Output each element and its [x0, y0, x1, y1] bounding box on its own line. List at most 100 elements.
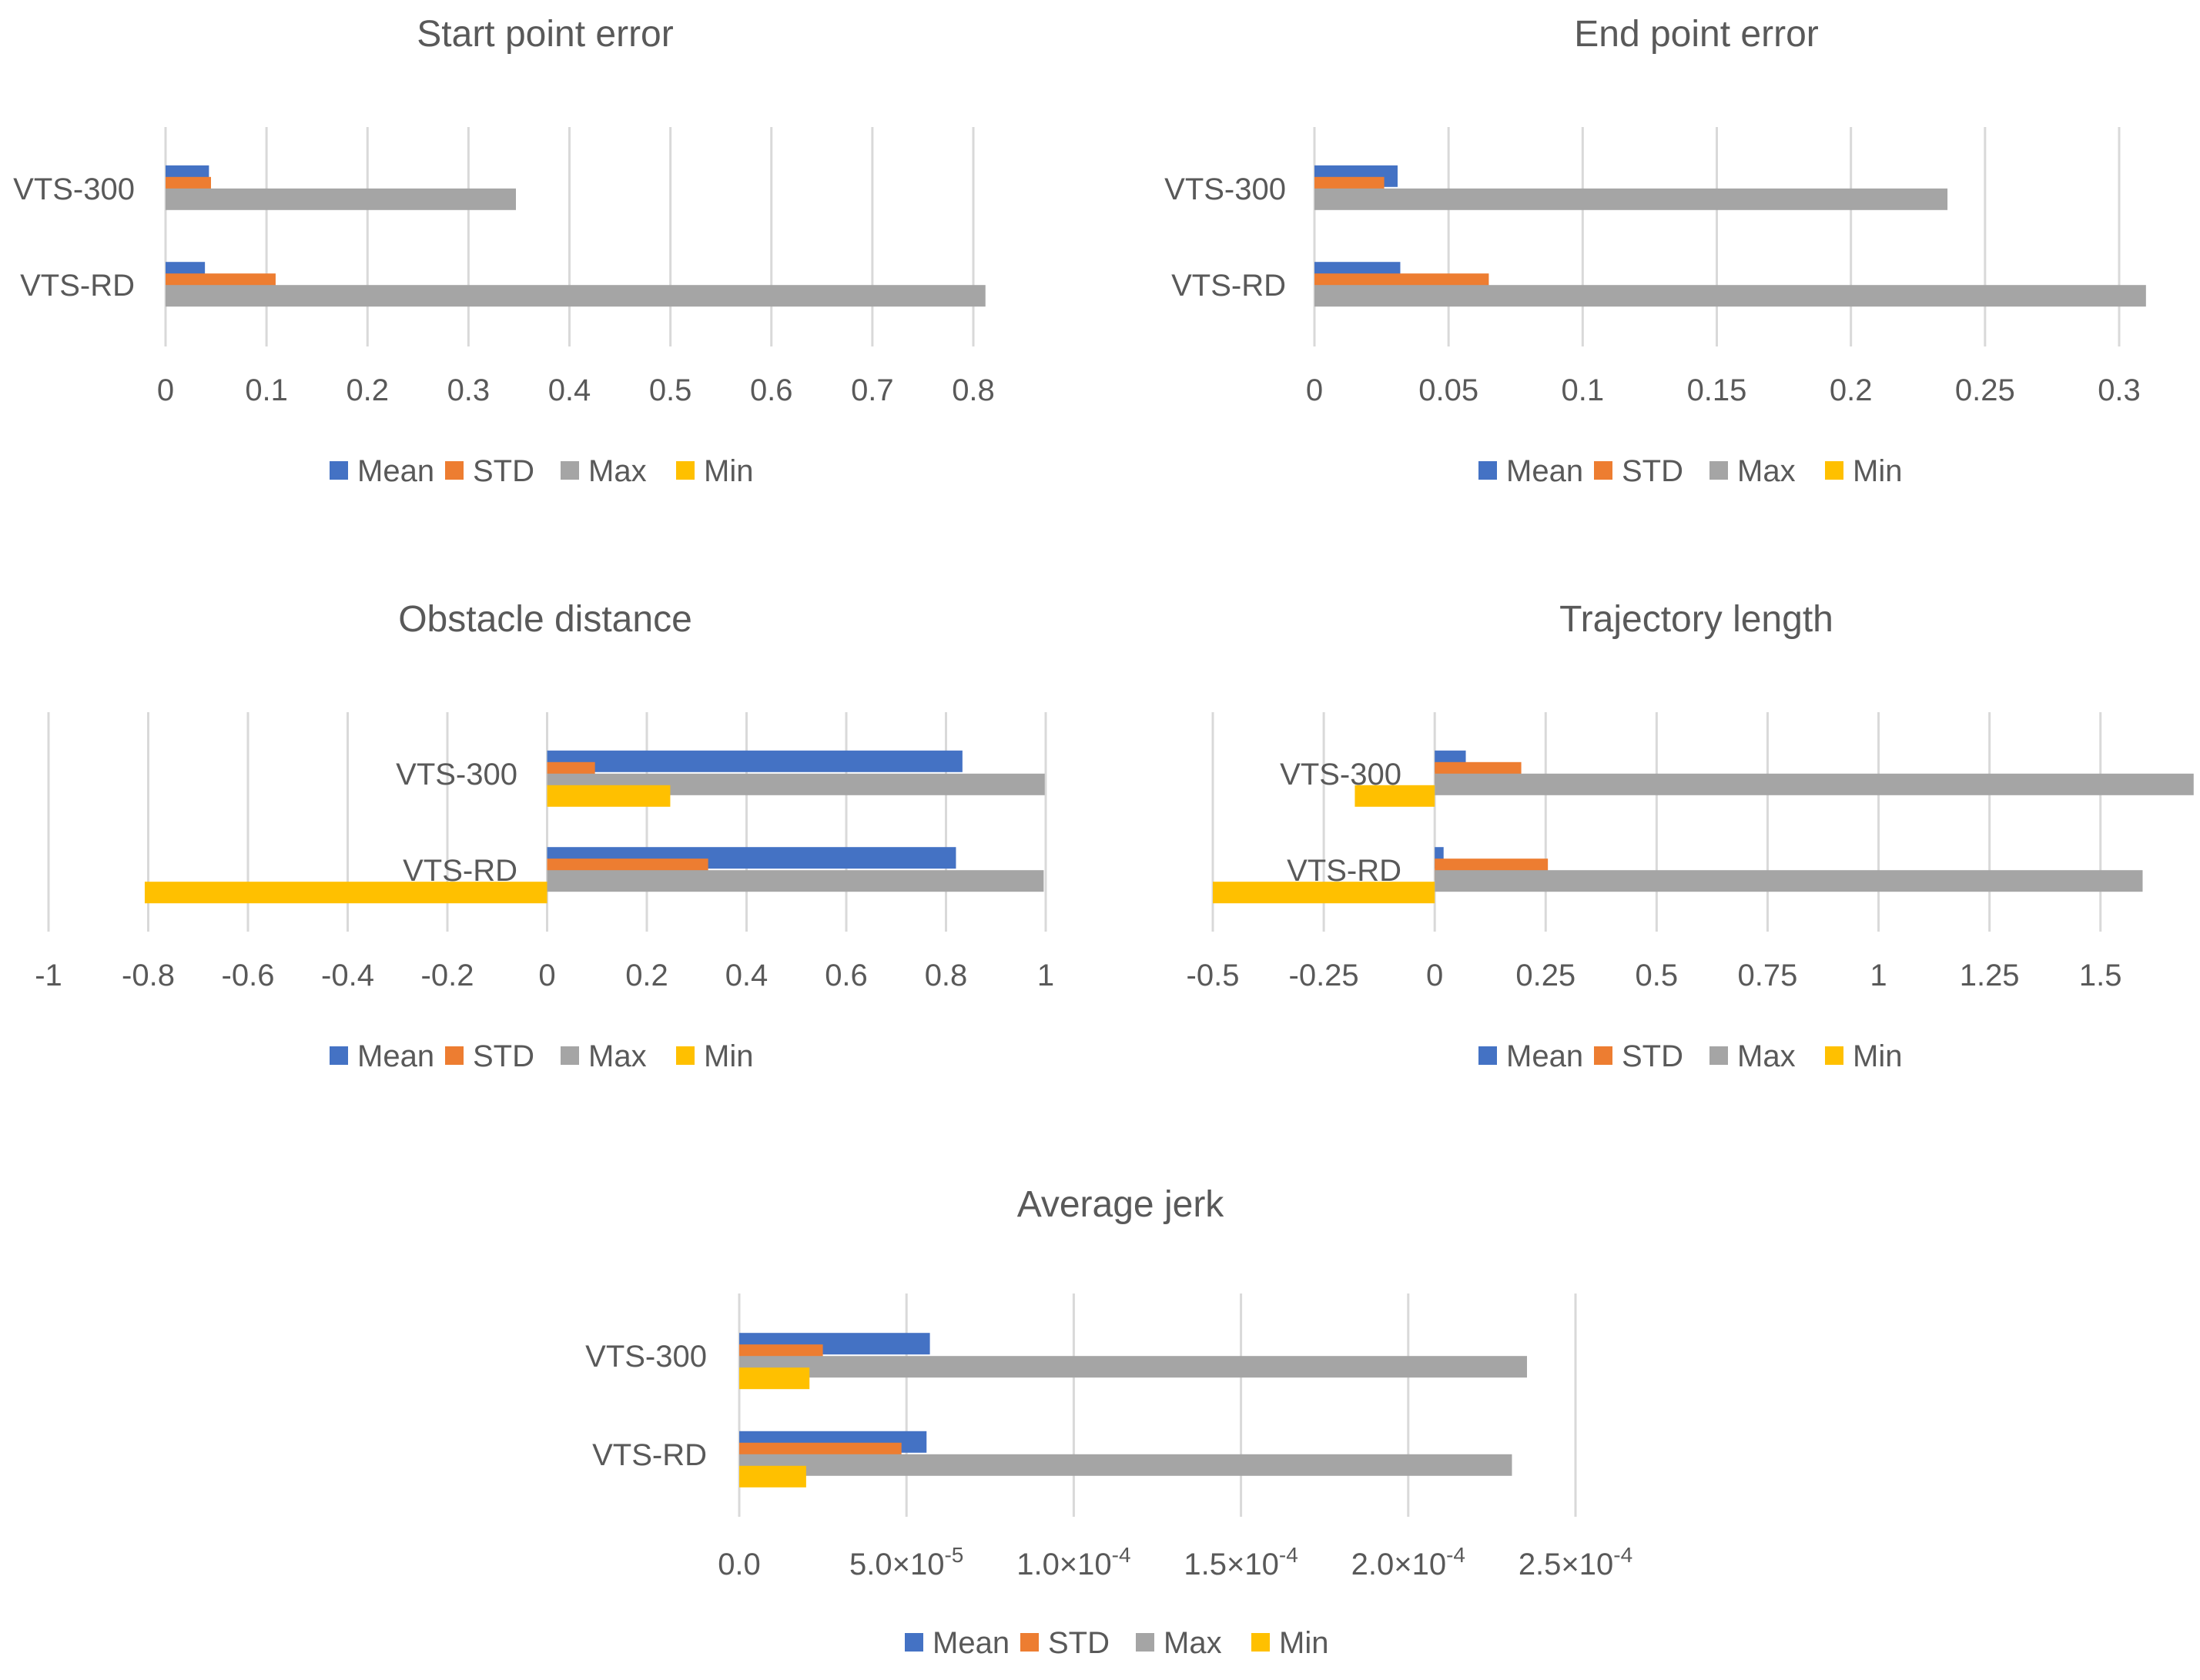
x-tick-label: -0.5	[1187, 959, 1240, 992]
legend-label-max: Max	[1737, 454, 1796, 488]
category-label: VTS-300	[396, 758, 517, 791]
bar-max-vts-rd	[1435, 870, 2143, 892]
legend-label-std: STD	[1622, 454, 1683, 488]
legend-swatch-mean	[1478, 1046, 1497, 1065]
legend-label-std: STD	[473, 1039, 534, 1073]
x-tick-label: 1	[1870, 959, 1887, 992]
x-tick-label: 1.0×10-4	[1016, 1543, 1130, 1581]
x-tick-label: 1.5	[2079, 959, 2122, 992]
legend-label-min: Min	[1279, 1626, 1328, 1660]
category-label: VTS-300	[13, 172, 135, 206]
x-tick-label: -0.4	[321, 959, 374, 992]
x-tick-label: 0.7	[851, 373, 894, 407]
x-tick-label: 0.2	[346, 373, 389, 407]
legend-label-std: STD	[1622, 1039, 1683, 1073]
legend-swatch-max	[1709, 1046, 1728, 1065]
x-tick-label: -0.6	[222, 959, 275, 992]
x-tick-label: 0	[157, 373, 174, 407]
x-tick-label: 0.8	[952, 373, 995, 407]
legend-swatch-std	[1594, 461, 1612, 480]
x-tick-label: 0.4	[548, 373, 591, 407]
category-label: VTS-300	[1280, 758, 1401, 791]
x-tick-label: 5.0×10-5	[849, 1543, 963, 1581]
chart-title: Trajectory length	[1559, 599, 1833, 640]
bar-min-vts-300	[547, 785, 671, 807]
x-tick-label: 0.6	[750, 373, 793, 407]
legend-swatch-std	[1594, 1046, 1612, 1065]
x-tick-label: 1.5×10-4	[1184, 1543, 1298, 1581]
x-tick-label: 0.1	[245, 373, 288, 407]
category-label: VTS-300	[1164, 172, 1286, 206]
x-tick-label: -0.8	[122, 959, 175, 992]
bar-mean-vts-rd	[1435, 847, 1444, 869]
bar-max-vts-rd	[739, 1454, 1512, 1476]
legend-swatch-std	[445, 1046, 464, 1065]
chart-title: Average jerk	[1017, 1184, 1225, 1225]
x-tick-label: 0.25	[1515, 959, 1575, 992]
legend-swatch-max	[561, 461, 579, 480]
chart-2: End point error 0 0.05 0.1 0.15 0.2 0.25 0.3 VTS…	[1164, 14, 2146, 488]
bar-max-vts-rd	[1314, 285, 2146, 307]
category-label: VTS-RD	[592, 1438, 707, 1472]
legend-label-mean: Mean	[357, 454, 434, 488]
x-tick-label: 0.5	[649, 373, 692, 407]
x-tick-label: 0.15	[1687, 373, 1747, 407]
x-tick-label: 0	[538, 959, 555, 992]
x-tick-label: 0.2	[625, 959, 668, 992]
legend-label-max: Max	[588, 1039, 647, 1073]
category-label: VTS-RD	[1287, 854, 1401, 888]
category-label: VTS-RD	[1171, 269, 1286, 303]
legend-swatch-mean	[330, 461, 348, 480]
x-tick-label: 0.75	[1738, 959, 1798, 992]
legend-label-mean: Mean	[1506, 454, 1583, 488]
legend-swatch-min	[676, 1046, 695, 1065]
x-tick-label: 0.25	[1955, 373, 2015, 407]
x-tick-label: 0.3	[2098, 373, 2141, 407]
x-tick-label: -0.2	[421, 959, 474, 992]
x-tick-label: 0	[1306, 373, 1323, 407]
legend-swatch-mean	[330, 1046, 348, 1065]
legend-label-min: Min	[1853, 1039, 1902, 1073]
bar-min-vts-rd	[144, 882, 547, 904]
legend-swatch-mean	[905, 1633, 923, 1652]
x-tick-label: 0.2	[1830, 373, 1873, 407]
legend-label-min: Min	[704, 454, 753, 488]
legend-swatch-std	[1020, 1633, 1039, 1652]
category-label: VTS-300	[585, 1340, 707, 1374]
legend-label-std: STD	[473, 454, 534, 488]
x-tick-label: -1	[35, 959, 62, 992]
x-tick-label: 0.0	[718, 1548, 761, 1581]
x-tick-label: 2.0×10-4	[1351, 1543, 1465, 1581]
x-tick-label: 0.5	[1636, 959, 1679, 992]
chart-title: Start point error	[417, 14, 673, 55]
legend-label-max: Max	[1737, 1039, 1796, 1073]
legend-label-min: Min	[1853, 454, 1902, 488]
x-tick-label: 0.1	[1562, 373, 1605, 407]
x-tick-label: 1.25	[1960, 959, 2020, 992]
category-label: VTS-RD	[20, 269, 135, 303]
chart-4: Trajectory length -0.5 -0.25 0 0.25 0.5 0.75 1 1…	[1187, 599, 2194, 1073]
legend-swatch-max	[1136, 1633, 1154, 1652]
legend-label-max: Max	[588, 454, 647, 488]
x-tick-label: 0.3	[447, 373, 491, 407]
bar-min-vts-300	[1354, 785, 1435, 807]
x-tick-label: 0.05	[1418, 373, 1478, 407]
legend-label-min: Min	[704, 1039, 753, 1073]
legend-label-mean: Mean	[1506, 1039, 1583, 1073]
bar-min-vts-rd	[1213, 882, 1435, 904]
bar-max-vts-300	[1314, 188, 1948, 210]
chart-1: Start point error 0 0.1 0.2 0.3 0.4 0.5 0.6 0.7 0…	[13, 14, 995, 488]
legend-label-max: Max	[1164, 1626, 1222, 1660]
x-tick-label: 0	[1426, 959, 1443, 992]
legend-label-mean: Mean	[933, 1626, 1010, 1660]
x-tick-label: 2.5×10-4	[1519, 1543, 1632, 1581]
legend-swatch-max	[561, 1046, 579, 1065]
x-tick-label: 0.8	[925, 959, 968, 992]
category-label: VTS-RD	[403, 854, 517, 888]
x-tick-label: 0.6	[825, 959, 868, 992]
legend-swatch-std	[445, 461, 464, 480]
bar-mean-vts-300	[547, 750, 963, 772]
legend-swatch-min	[676, 461, 695, 480]
bar-min-vts-rd	[739, 1465, 806, 1488]
